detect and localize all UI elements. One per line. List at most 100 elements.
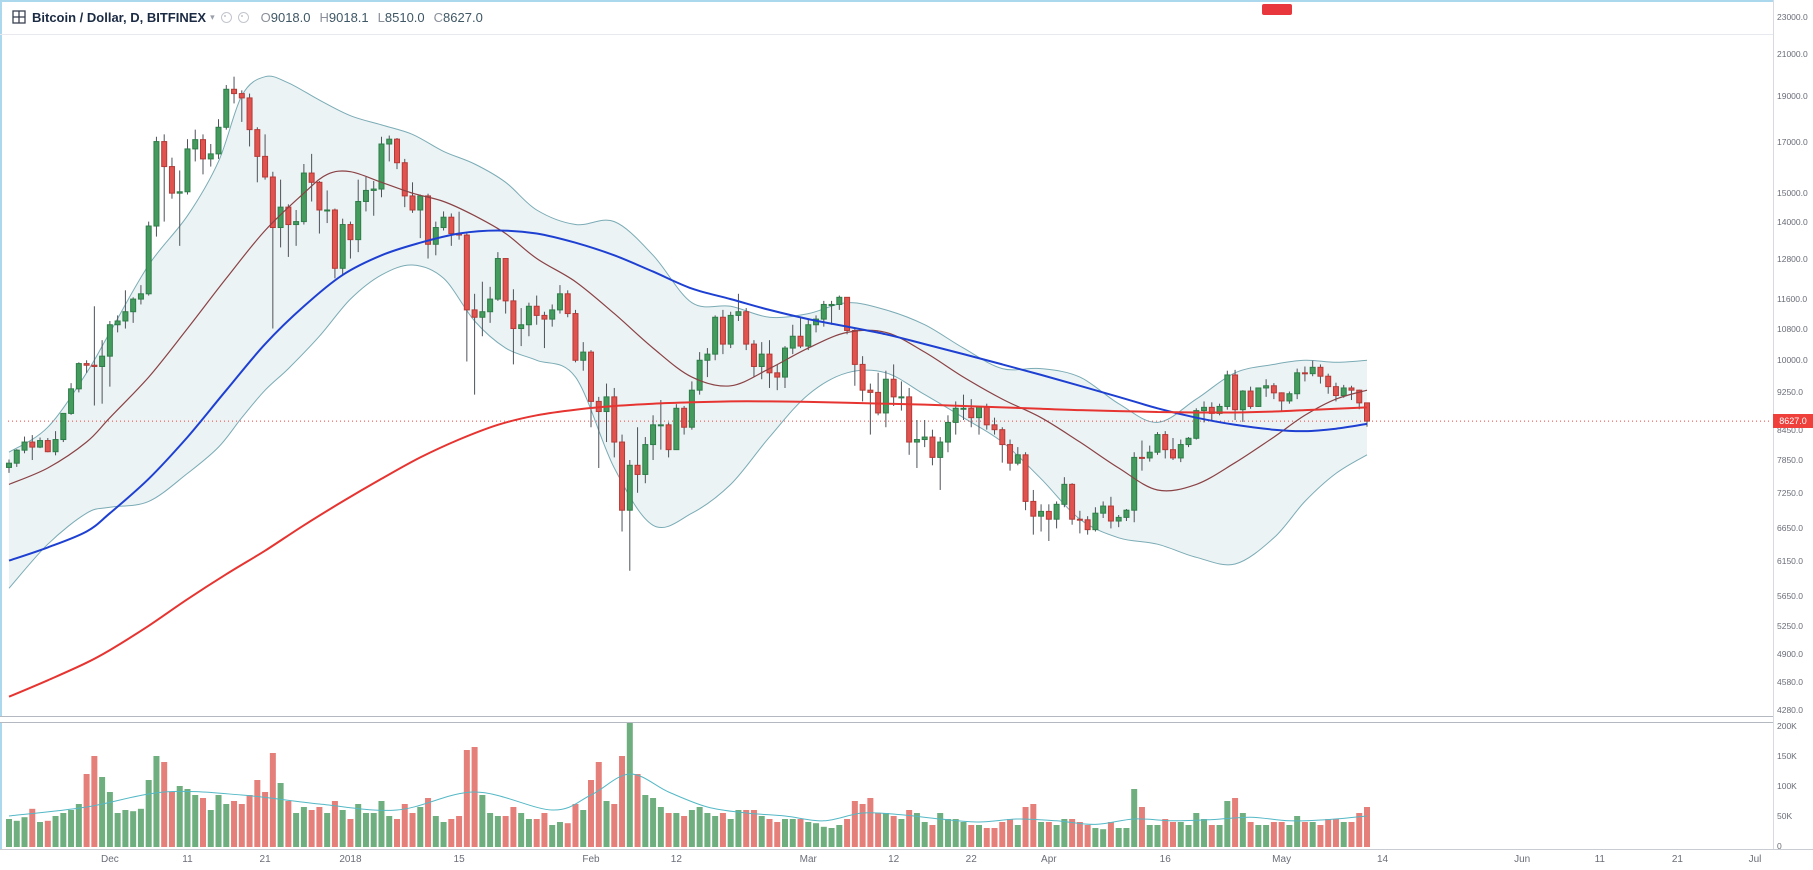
candle	[743, 308, 750, 351]
open-label: O	[260, 9, 271, 25]
candle	[168, 157, 175, 199]
candle	[1348, 385, 1355, 401]
price-tick: 21000.0	[1777, 49, 1808, 60]
candle	[83, 360, 90, 373]
price-axis[interactable]: 23000.0 21000.0 19000.0 17000.0 15000.0 14000…	[1773, 0, 1813, 870]
price-tick: 11600.0	[1777, 294, 1808, 305]
high-label: H	[319, 9, 329, 25]
candle	[425, 193, 432, 259]
candle	[797, 317, 804, 349]
candle	[339, 218, 346, 275]
candle	[1177, 439, 1184, 463]
price-tick: 4900.0	[1777, 649, 1803, 660]
candle	[657, 400, 664, 450]
candle	[122, 290, 129, 329]
candle	[1239, 390, 1246, 422]
candles-layer	[6, 76, 1370, 571]
price-tick: 6650.0	[1777, 523, 1803, 534]
candle	[875, 372, 882, 416]
candle	[347, 221, 354, 259]
candle	[541, 311, 548, 349]
candle	[999, 427, 1006, 463]
candle	[712, 315, 719, 361]
candle	[564, 290, 571, 318]
ma-blue-line	[8, 229, 1368, 562]
candle	[463, 233, 470, 362]
candle	[308, 153, 315, 202]
candle	[937, 437, 944, 490]
candle	[549, 304, 556, 327]
last-price-label: 8627.0	[1773, 414, 1813, 429]
candle	[1340, 384, 1347, 398]
candle	[1115, 514, 1122, 528]
time-tick: 14	[1376, 854, 1389, 865]
candle	[1332, 382, 1339, 402]
candle	[851, 328, 858, 386]
candle	[650, 415, 657, 461]
candle	[533, 295, 540, 325]
price-tick: 12800.0	[1777, 253, 1808, 264]
gear-icon[interactable]	[237, 11, 249, 23]
time-tick: May	[1272, 854, 1292, 865]
time-tick: Dec	[100, 854, 119, 865]
candle	[906, 387, 913, 455]
candle	[471, 293, 478, 395]
candle	[293, 209, 300, 246]
candle	[1364, 402, 1370, 427]
price-tick: 7850.0	[1777, 455, 1803, 466]
candle	[68, 383, 75, 415]
candle	[215, 119, 222, 159]
candle	[1084, 516, 1091, 535]
candle	[1030, 489, 1037, 535]
price-tick: 5250.0	[1777, 620, 1803, 631]
candle	[991, 417, 998, 435]
candle	[1154, 432, 1161, 455]
candle	[300, 163, 307, 225]
candle	[1309, 360, 1316, 377]
time-tick: Apr	[1041, 854, 1057, 865]
candle	[673, 404, 680, 451]
time-tick: 11	[1594, 854, 1605, 865]
candle	[1146, 445, 1153, 462]
time-tick: Jun	[1514, 854, 1531, 865]
candle	[844, 296, 851, 335]
candle	[254, 127, 261, 183]
candle	[238, 90, 245, 122]
candle	[1325, 373, 1332, 394]
candle	[619, 434, 626, 532]
time-axis[interactable]: Dec 11 21 2018 15 Feb 12 Mar 12 22 Apr 16 May 14 Jun 11…	[0, 849, 1813, 870]
time-tick: 11	[182, 854, 193, 865]
candle	[37, 437, 44, 449]
candle	[99, 340, 106, 404]
candle	[1317, 364, 1324, 384]
price-tick: 9250.0	[1777, 387, 1803, 398]
price-tick: 5650.0	[1777, 590, 1803, 601]
time-tick: 21	[259, 854, 271, 865]
candle	[968, 399, 975, 428]
candle	[1255, 387, 1262, 407]
candle	[331, 208, 338, 279]
price-tick: 23000.0	[1777, 12, 1808, 22]
candle	[1061, 477, 1068, 508]
candle	[1007, 439, 1014, 471]
candle	[882, 370, 889, 428]
candle	[246, 93, 253, 147]
candle	[952, 401, 959, 435]
chevron-down-icon[interactable]: ▾	[210, 11, 215, 22]
time-tick: Feb	[582, 854, 600, 865]
pane-divider[interactable]	[0, 716, 1773, 723]
candle	[370, 180, 377, 216]
candle	[378, 136, 385, 198]
eye-icon[interactable]	[220, 11, 232, 23]
symbol-title[interactable]: Bitcoin / Dollar, D, BITFINEX	[32, 9, 207, 25]
candle	[21, 436, 28, 454]
candle	[611, 387, 618, 458]
candle	[269, 171, 276, 329]
volume-tick: 200K	[1777, 721, 1797, 731]
volume-ma-line	[8, 773, 1368, 825]
time-tick: 15	[453, 854, 465, 865]
candle	[1185, 437, 1192, 448]
price-tick: 4580.0	[1777, 677, 1803, 688]
